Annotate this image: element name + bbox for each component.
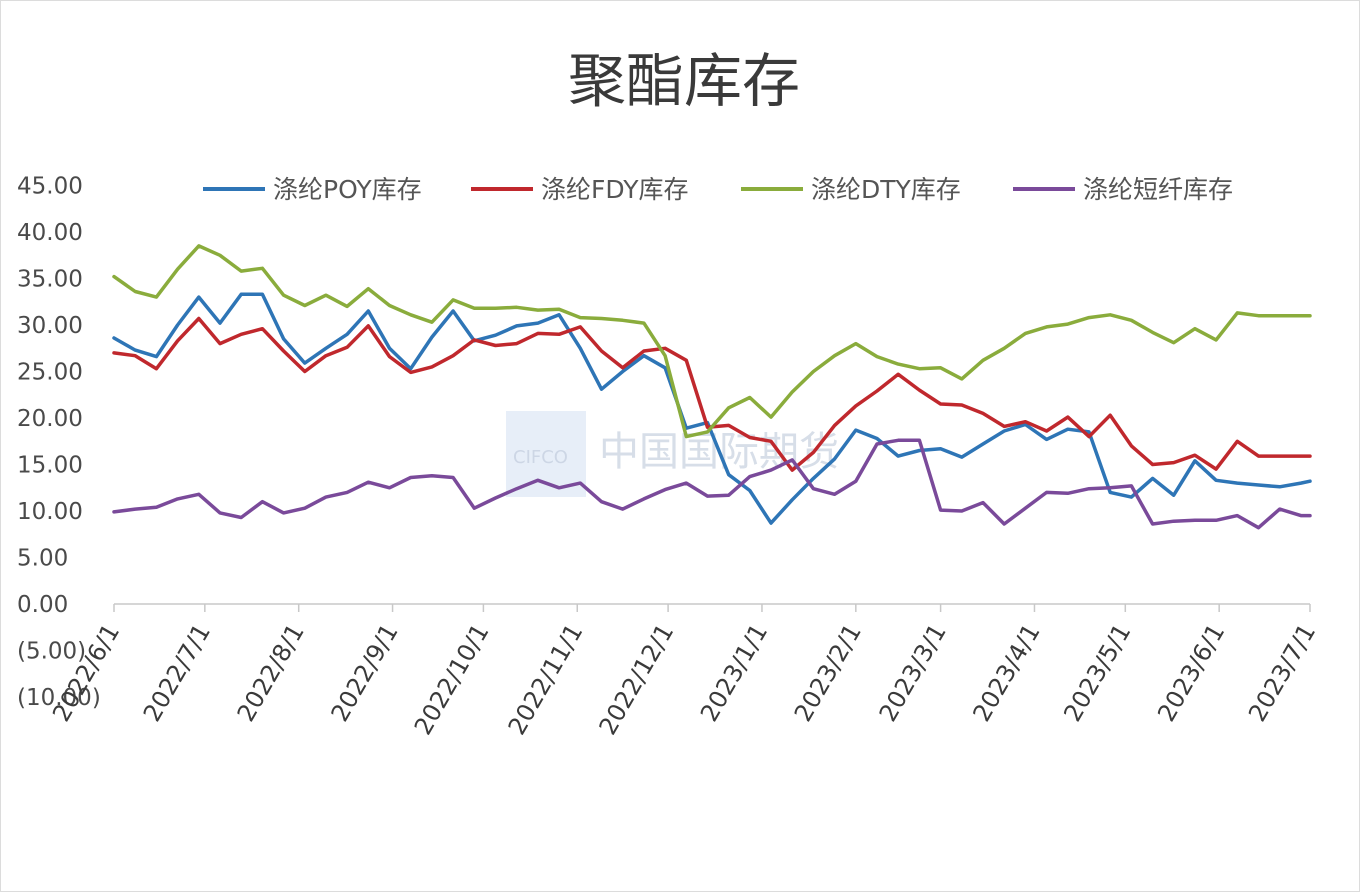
x-tick-label: 2022/7/1 (138, 619, 216, 726)
x-tick-label: 2022/10/1 (409, 619, 495, 740)
x-tick-label: 2022/11/1 (503, 619, 589, 740)
series-line-1 (112, 292, 1312, 525)
x-tick-label: 2022/12/1 (594, 619, 680, 740)
series-line-2 (112, 316, 1312, 472)
watermark: CIFCO 中国国际期货 (506, 411, 839, 497)
x-tick-label: 2023/6/1 (1152, 619, 1230, 726)
x-tick-label: 2023/1/1 (695, 619, 773, 726)
x-tick-label: 2022/8/1 (232, 619, 310, 726)
legend-label: 涤纶DTY库存 (811, 175, 961, 204)
chart-title: 聚酯库存 (568, 47, 800, 115)
y-tick-label: 5.00 (17, 546, 68, 572)
legend-label: 涤纶短纤库存 (1083, 175, 1233, 204)
y-tick-label: (10.00) (17, 685, 101, 711)
y-tick-label: 40.00 (17, 220, 83, 246)
y-tick-label: 0.00 (17, 592, 68, 618)
legend: 涤纶POY库存 涤纶FDY库存 涤纶DTY库存 涤纶短纤库存 (203, 175, 1233, 204)
y-tick-label: 45.00 (17, 174, 83, 200)
x-tick-label: 2023/7/1 (1243, 619, 1321, 726)
y-tick-label: 20.00 (17, 406, 83, 432)
y-tick-label: 25.00 (17, 360, 83, 386)
x-axis: 2022/6/1 2022/7/1 2022/8/1 2022/9/1 2022/10/… (47, 603, 1321, 740)
y-axis: (10.00) (5.00) 0.00 5.00 10.00 15.00 20.00 25.0… (17, 174, 101, 712)
y-tick-label: 30.00 (17, 313, 83, 339)
series-layer (112, 244, 1312, 530)
x-tick-label: 2023/2/1 (789, 619, 867, 726)
legend-label: 涤纶POY库存 (273, 175, 422, 204)
x-tick-label: 2023/3/1 (874, 619, 952, 726)
x-tick-label: 2023/4/1 (968, 619, 1046, 726)
y-tick-label: 35.00 (17, 267, 83, 293)
series-line-4 (112, 438, 1312, 530)
y-tick-label: 10.00 (17, 499, 83, 525)
x-tick-label: 2023/5/1 (1058, 619, 1136, 726)
y-tick-label: (5.00) (17, 639, 86, 665)
x-tick-label: 2022/9/1 (326, 619, 404, 726)
watermark-logo-text: CIFCO (513, 447, 568, 468)
series-line-3 (112, 244, 1312, 439)
legend-label: 涤纶FDY库存 (541, 175, 689, 204)
y-tick-label: 15.00 (17, 453, 83, 479)
